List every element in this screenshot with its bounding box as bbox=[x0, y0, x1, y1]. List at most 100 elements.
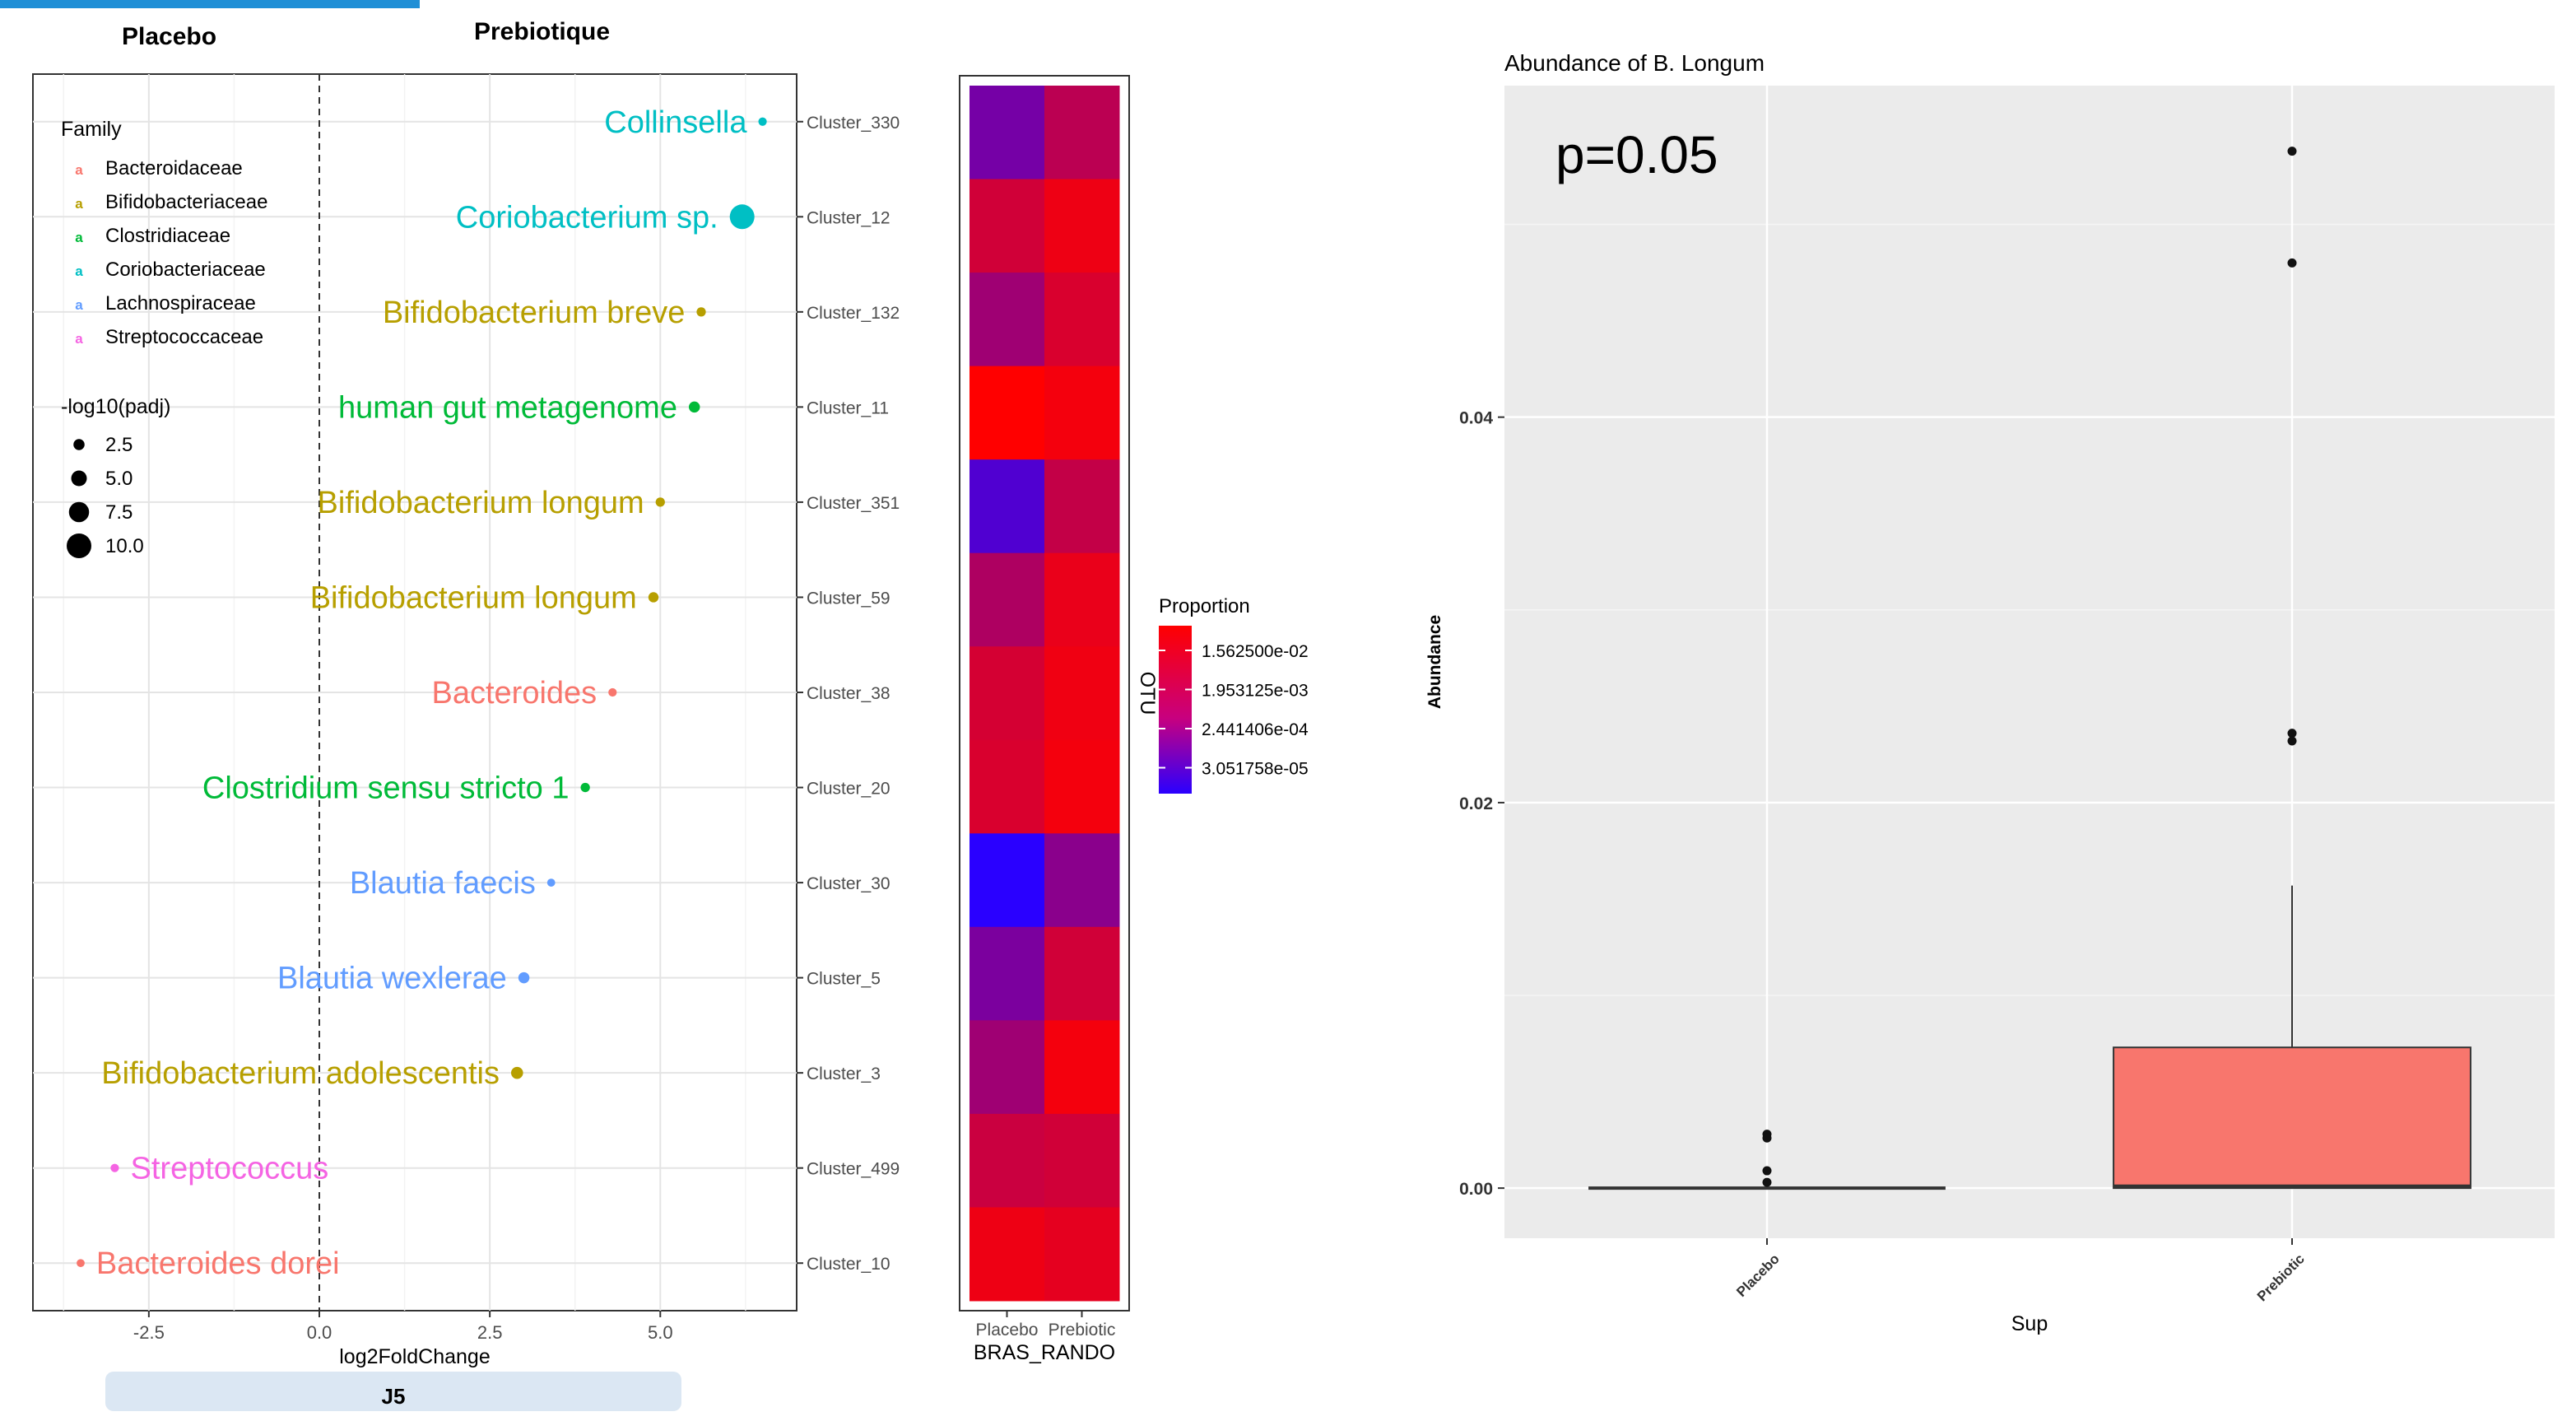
outlier-point bbox=[2287, 729, 2297, 738]
legend-key-glyph: a bbox=[75, 263, 83, 279]
heatmap-cell bbox=[969, 552, 1045, 647]
otu-tick-label: Cluster_351 bbox=[807, 494, 900, 513]
x-axis-title: log2FoldChange bbox=[339, 1345, 490, 1368]
data-point bbox=[608, 687, 617, 697]
point-label: Clostridium sensu stricto 1 bbox=[202, 771, 570, 806]
x-axis-title: Sup bbox=[2011, 1312, 2048, 1335]
data-point bbox=[518, 971, 530, 984]
heatmap-cell bbox=[1044, 86, 1120, 180]
point-label: Collinsella bbox=[604, 105, 747, 140]
point-label: human gut metagenome bbox=[338, 390, 677, 425]
legend-key-glyph: a bbox=[75, 297, 83, 313]
legend-size-dot bbox=[71, 470, 87, 487]
x-axis-title: BRAS_RANDO bbox=[974, 1341, 1115, 1364]
heatmap-cell bbox=[1044, 1020, 1120, 1115]
data-point bbox=[510, 1066, 523, 1079]
otu-tick-label: Cluster_20 bbox=[807, 780, 890, 799]
plot-panel bbox=[1504, 86, 2555, 1238]
heatmap-cell bbox=[969, 646, 1045, 741]
y-axis-title: OTU bbox=[1136, 672, 1159, 715]
outlier-point bbox=[2287, 258, 2297, 268]
legend-family-label: Streptococcaceae bbox=[105, 326, 263, 348]
legend-size-label: 7.5 bbox=[105, 501, 133, 524]
otu-tick-label: Cluster_330 bbox=[807, 114, 900, 133]
legend-size-label: 10.0 bbox=[105, 535, 144, 557]
placebo-header: Placebo bbox=[122, 23, 217, 50]
point-label: Bifidobacterium longum bbox=[318, 486, 644, 520]
legend-title: Proportion bbox=[1159, 595, 1250, 617]
heatmap-cell bbox=[1044, 459, 1120, 554]
legend-key-glyph: a bbox=[75, 196, 83, 212]
otu-tick-label: Cluster_5 bbox=[807, 970, 881, 989]
proportion-heatmap: Placebo Prebiotic BRAS_RANDO OTU Proportion 1… bbox=[959, 75, 1309, 1364]
legend-label: 2.441406e-04 bbox=[1202, 720, 1309, 739]
otu-tick-label: Cluster_12 bbox=[807, 208, 890, 227]
legend-label: 1.562500e-02 bbox=[1202, 642, 1309, 661]
point-label: Coriobacterium sp. bbox=[456, 200, 718, 235]
heatmap-cell bbox=[1044, 366, 1120, 460]
heatmap-cell bbox=[969, 273, 1045, 367]
heatmap-cell bbox=[1044, 833, 1120, 928]
day-label: J5 bbox=[381, 1384, 406, 1409]
heatmap-cell bbox=[969, 1113, 1045, 1208]
prebiotique-header: Prebiotique bbox=[474, 18, 611, 45]
outlier-point bbox=[2287, 736, 2297, 746]
abundance-boxplot: Abundance of B. Longum 0.00 0.02 0.04 Placeb… bbox=[1425, 50, 2555, 1335]
legend-size-dot bbox=[73, 439, 85, 450]
legend-family-label: Coriobacteriaceae bbox=[105, 259, 266, 281]
x-tick-label: 5.0 bbox=[648, 1322, 673, 1343]
legend-family-title: Family bbox=[61, 118, 122, 141]
heatmap-cell bbox=[969, 739, 1045, 834]
data-point bbox=[77, 1259, 85, 1268]
day-label-box: J5 bbox=[105, 1372, 681, 1411]
data-point bbox=[758, 117, 767, 126]
legend-size-title: -log10(padj) bbox=[61, 395, 170, 418]
legend-key-glyph: a bbox=[75, 230, 83, 245]
heatmap-cell bbox=[969, 926, 1045, 1021]
otu-tick-label: Cluster_38 bbox=[807, 684, 890, 703]
outlier-point bbox=[2287, 147, 2297, 156]
heatmap-cell bbox=[1044, 273, 1120, 367]
x-tick-label: -2.5 bbox=[133, 1322, 165, 1343]
data-point bbox=[546, 878, 556, 887]
legend-size-label: 2.5 bbox=[105, 434, 133, 456]
legend-label: 1.953125e-03 bbox=[1202, 682, 1309, 701]
box bbox=[2113, 1046, 2471, 1190]
x-tick-label: Prebiotic bbox=[1049, 1321, 1116, 1339]
outlier-point bbox=[1762, 1177, 1772, 1187]
legend-family-label: Lachnospiraceae bbox=[105, 292, 256, 314]
p-value-annotation: p=0.05 bbox=[1555, 125, 1718, 184]
data-point bbox=[688, 401, 700, 413]
point-label: Blautia wexlerae bbox=[277, 962, 507, 996]
point-label: Streptococcus bbox=[131, 1152, 329, 1186]
heatmap-cell bbox=[1044, 926, 1120, 1021]
heatmap-cell bbox=[1044, 646, 1120, 741]
log2foldchange-scatter-chart: Collinsella Cluster_330 Coriobacterium sp.… bbox=[32, 73, 900, 1368]
top-accent-bar bbox=[0, 0, 420, 8]
x-tick-label: Placebo bbox=[1733, 1251, 1783, 1300]
legend-family-label: Clostridiaceae bbox=[105, 225, 230, 247]
outlier-point bbox=[1762, 1133, 1772, 1143]
y-axis-title: Abundance bbox=[1425, 615, 1444, 709]
heatmap-cell bbox=[1044, 1207, 1120, 1302]
x-tick-label: 2.5 bbox=[477, 1322, 503, 1343]
data-point bbox=[655, 497, 665, 507]
otu-tick-label: Cluster_3 bbox=[807, 1065, 881, 1083]
point-label: Bifidobacterium adolescentis bbox=[101, 1056, 500, 1091]
otu-tick-label: Cluster_10 bbox=[807, 1255, 890, 1274]
x-tick-label: 0.0 bbox=[307, 1322, 332, 1343]
heatmap-cell bbox=[1044, 739, 1120, 834]
legend-family-label: Bacteroidaceae bbox=[105, 157, 243, 179]
heatmap-cell bbox=[1044, 552, 1120, 647]
legend-colorbar bbox=[1159, 626, 1192, 794]
legend-family-label: Bifidobacteriaceae bbox=[105, 191, 267, 213]
legend-size-dot bbox=[68, 501, 90, 523]
x-tick-label: Prebiotic bbox=[2254, 1251, 2308, 1304]
data-point bbox=[729, 204, 755, 230]
legend-key-glyph: a bbox=[75, 331, 83, 347]
heatmap-cell bbox=[1044, 1113, 1120, 1208]
outlier-point bbox=[1762, 1166, 1772, 1176]
otu-tick-label: Cluster_499 bbox=[807, 1160, 900, 1179]
otu-tick-label: Cluster_132 bbox=[807, 304, 900, 323]
heatmap-cell bbox=[1044, 179, 1120, 273]
